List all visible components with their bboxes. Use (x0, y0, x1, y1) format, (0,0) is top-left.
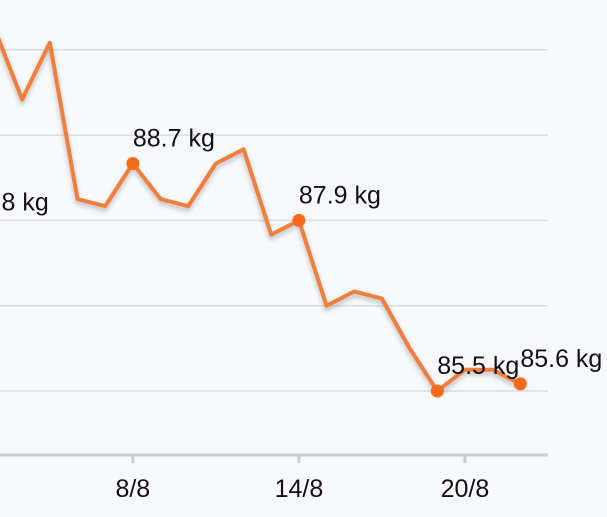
data-label: 85.5 kg (437, 352, 519, 380)
data-label: 88.7 kg (133, 125, 215, 153)
data-point (430, 384, 444, 398)
x-tick-label: 20/8 (441, 475, 490, 503)
data-point (292, 213, 306, 227)
data-point (126, 157, 140, 171)
data-label: 87.8 kg (0, 189, 49, 217)
x-tick-label: 8/8 (115, 475, 150, 503)
series-line (0, 37, 522, 394)
data-point (513, 377, 527, 391)
x-tick-label: 14/8 (275, 475, 324, 503)
data-label: 85.6 kg (520, 345, 602, 373)
data-label: 87.9 kg (299, 181, 381, 209)
